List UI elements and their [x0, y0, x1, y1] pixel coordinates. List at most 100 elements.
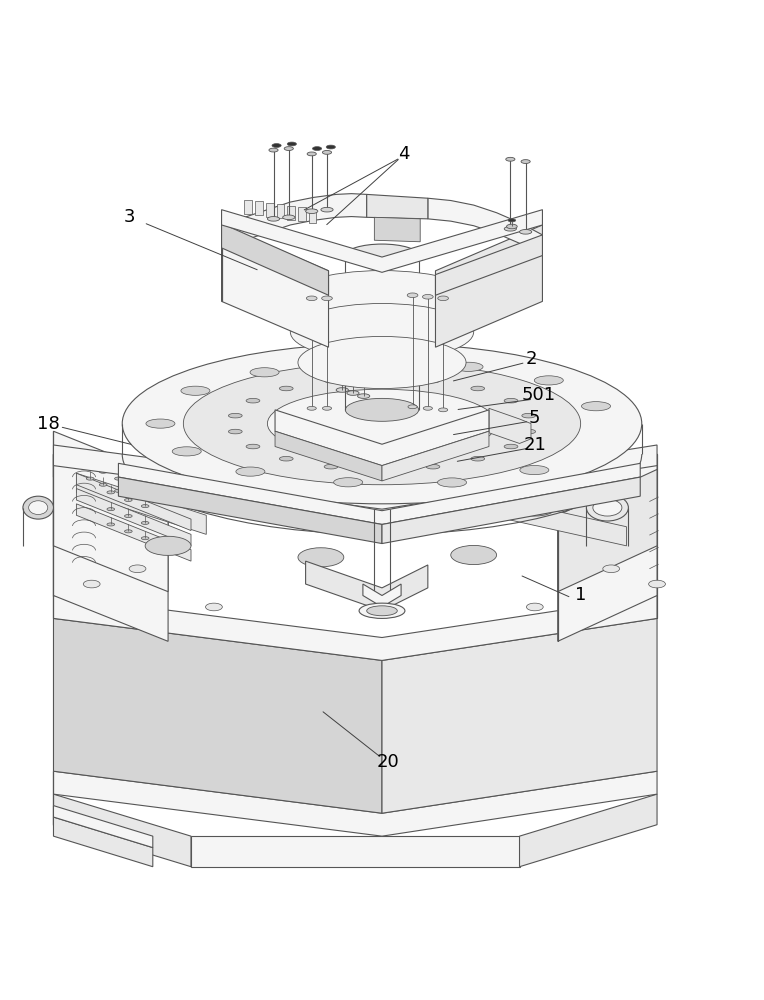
Ellipse shape: [321, 207, 333, 212]
Ellipse shape: [280, 456, 293, 461]
Ellipse shape: [603, 565, 620, 573]
Ellipse shape: [522, 413, 536, 418]
Text: 20: 20: [377, 753, 400, 771]
Polygon shape: [191, 836, 520, 867]
Ellipse shape: [439, 408, 448, 412]
Ellipse shape: [86, 477, 94, 480]
Polygon shape: [118, 463, 640, 524]
Polygon shape: [428, 198, 542, 256]
Polygon shape: [53, 454, 657, 523]
Ellipse shape: [326, 145, 335, 149]
Ellipse shape: [367, 606, 397, 616]
Polygon shape: [275, 431, 382, 481]
Ellipse shape: [147, 484, 189, 501]
Ellipse shape: [206, 603, 222, 611]
Ellipse shape: [306, 209, 318, 214]
Ellipse shape: [107, 508, 115, 511]
Polygon shape: [489, 408, 531, 443]
Ellipse shape: [86, 464, 94, 467]
Ellipse shape: [322, 296, 332, 301]
Ellipse shape: [236, 467, 265, 476]
Ellipse shape: [141, 521, 149, 524]
Ellipse shape: [408, 405, 417, 409]
Ellipse shape: [122, 343, 642, 504]
Polygon shape: [520, 794, 657, 867]
Ellipse shape: [107, 523, 115, 526]
Ellipse shape: [284, 147, 293, 150]
Polygon shape: [255, 201, 263, 215]
Polygon shape: [53, 454, 168, 523]
Ellipse shape: [504, 444, 518, 449]
Polygon shape: [76, 473, 206, 534]
Ellipse shape: [228, 413, 242, 418]
Polygon shape: [558, 454, 657, 523]
Polygon shape: [435, 225, 542, 347]
Ellipse shape: [407, 293, 418, 298]
Ellipse shape: [471, 456, 484, 461]
Ellipse shape: [99, 470, 107, 473]
Ellipse shape: [521, 160, 530, 163]
Polygon shape: [53, 618, 382, 813]
Ellipse shape: [520, 465, 549, 475]
Polygon shape: [53, 794, 191, 867]
Polygon shape: [222, 225, 329, 347]
Ellipse shape: [141, 505, 149, 508]
Ellipse shape: [246, 398, 260, 403]
Ellipse shape: [272, 144, 281, 147]
Ellipse shape: [267, 389, 497, 458]
Ellipse shape: [306, 296, 317, 301]
Ellipse shape: [115, 489, 122, 492]
Polygon shape: [367, 194, 428, 219]
Ellipse shape: [593, 499, 622, 516]
Polygon shape: [309, 209, 316, 223]
Ellipse shape: [438, 296, 448, 301]
Ellipse shape: [228, 429, 242, 434]
Polygon shape: [277, 204, 284, 218]
Polygon shape: [287, 206, 295, 220]
Text: 3: 3: [124, 208, 136, 226]
Polygon shape: [76, 473, 191, 531]
Ellipse shape: [125, 498, 132, 502]
Ellipse shape: [183, 362, 581, 485]
Text: 18: 18: [37, 415, 60, 433]
Polygon shape: [558, 454, 657, 641]
Ellipse shape: [534, 376, 563, 385]
Ellipse shape: [115, 477, 122, 480]
Ellipse shape: [107, 491, 115, 494]
Ellipse shape: [587, 494, 628, 521]
Polygon shape: [244, 200, 252, 214]
Ellipse shape: [471, 386, 484, 391]
Ellipse shape: [283, 271, 481, 332]
Ellipse shape: [504, 226, 516, 231]
Polygon shape: [382, 618, 657, 813]
Polygon shape: [298, 207, 306, 221]
Polygon shape: [53, 817, 153, 867]
Ellipse shape: [520, 230, 532, 234]
Ellipse shape: [125, 530, 132, 533]
Polygon shape: [275, 410, 489, 466]
Ellipse shape: [504, 398, 518, 403]
Ellipse shape: [125, 515, 132, 518]
Polygon shape: [53, 595, 657, 660]
Polygon shape: [53, 806, 153, 848]
Ellipse shape: [269, 499, 311, 516]
Polygon shape: [382, 431, 489, 481]
Ellipse shape: [345, 244, 419, 267]
Ellipse shape: [334, 478, 363, 487]
Ellipse shape: [181, 386, 210, 395]
Ellipse shape: [513, 499, 555, 516]
Ellipse shape: [375, 375, 389, 380]
Ellipse shape: [83, 580, 100, 588]
Ellipse shape: [307, 406, 316, 410]
Polygon shape: [222, 223, 329, 295]
Ellipse shape: [426, 464, 440, 469]
Polygon shape: [76, 504, 191, 561]
Ellipse shape: [29, 501, 47, 515]
Ellipse shape: [426, 378, 440, 383]
Polygon shape: [53, 445, 657, 509]
Ellipse shape: [649, 580, 665, 588]
Ellipse shape: [422, 294, 433, 299]
Ellipse shape: [99, 483, 107, 486]
Ellipse shape: [375, 467, 389, 472]
Ellipse shape: [522, 429, 536, 434]
